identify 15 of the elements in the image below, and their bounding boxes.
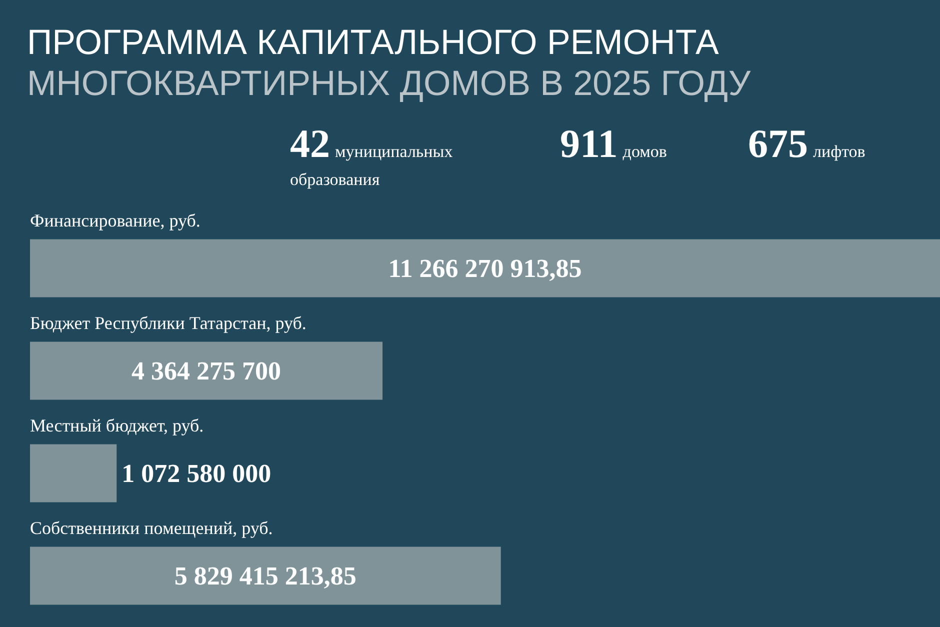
data-label: 5 829 415 213,85 [174, 561, 356, 590]
data-label: 11 266 270 913,85 [388, 254, 582, 283]
y-tick-label: Бюджет Республики Татарстан, руб. [30, 312, 306, 333]
y-tick-label: Местный бюджет, руб. [30, 415, 204, 436]
chart-title: ПРОГРАММА КАПИТАЛЬНОГО РЕМОНТА [27, 23, 720, 62]
text: 42 [290, 121, 330, 166]
data-label: 4 364 275 700 [132, 356, 282, 386]
text: лифтов [813, 142, 866, 161]
text: домов [622, 142, 667, 161]
y-tick-label: Финансирование, руб. [30, 210, 200, 230]
y-tick-label: Собственники помещений, руб. [30, 518, 273, 538]
text: 911 [560, 121, 618, 166]
data-label: 1 072 580 000 [122, 458, 272, 488]
chart-subtitle: МНОГОКВАРТИРНЫХ ДОМОВ В 2025 ГОДУ [27, 64, 752, 103]
text: 675 [748, 121, 808, 166]
